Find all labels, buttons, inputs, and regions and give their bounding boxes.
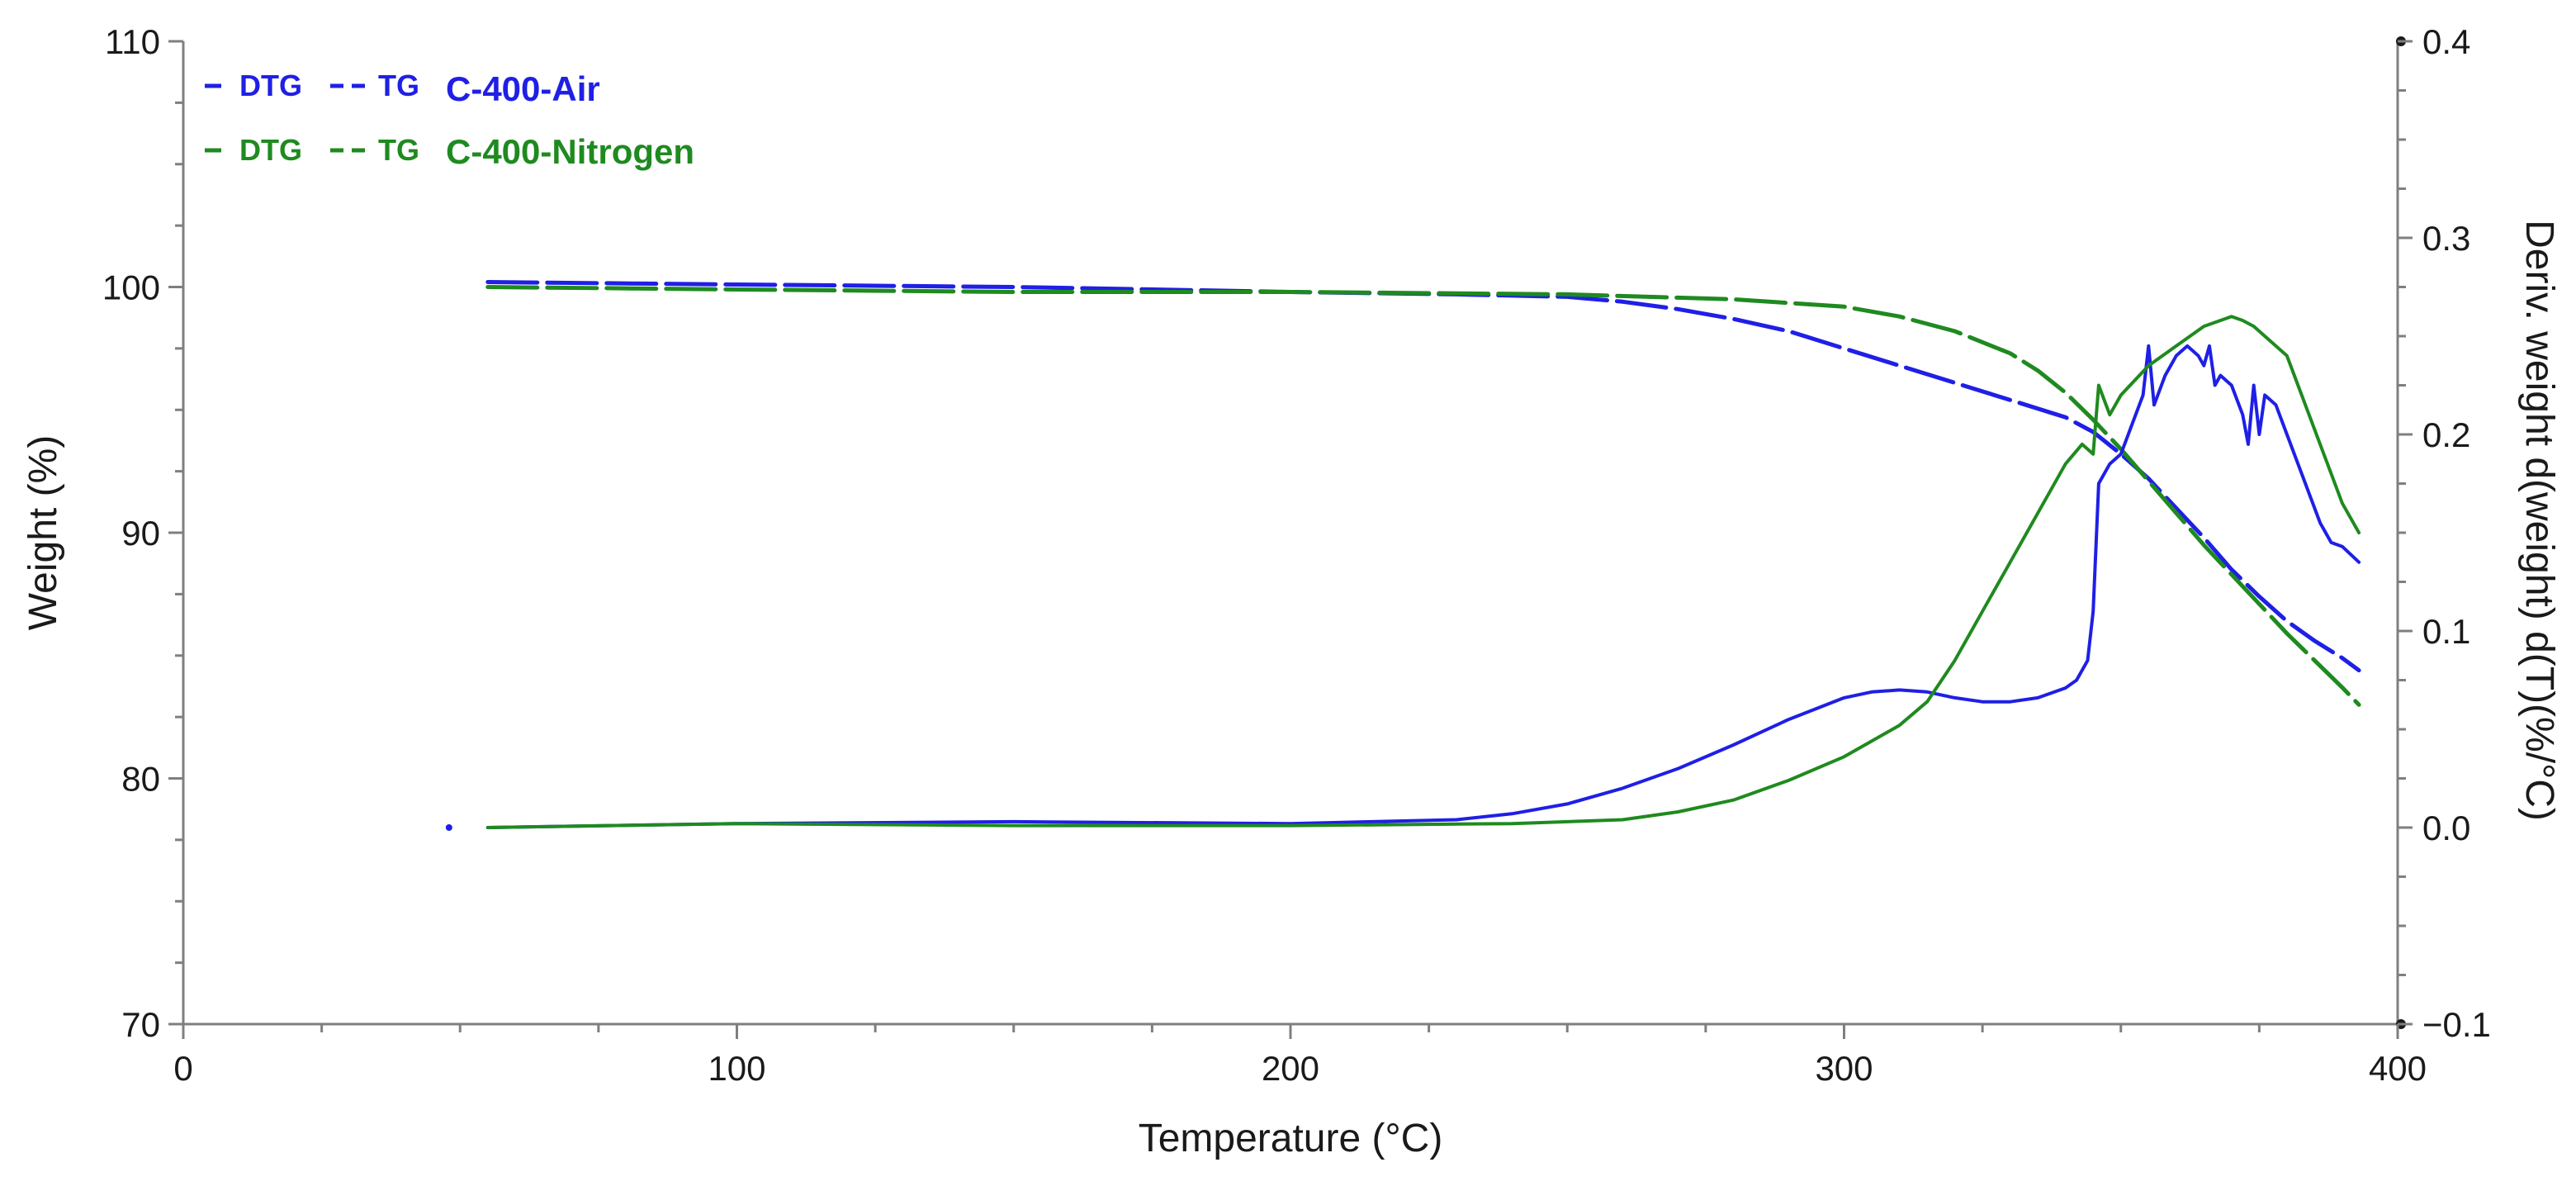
annotation-layer [445, 824, 452, 831]
y-right-tick-label: −0.1 [2422, 1005, 2491, 1044]
legend-nitrogen-tg-label: TG [378, 133, 419, 167]
annotation-point [445, 824, 452, 831]
series-c-400-air-tg [485, 280, 2361, 673]
y-left-tick-label: 90 [121, 514, 160, 553]
y-left-axis-ticks: 70 80 90 100 110 [102, 22, 183, 1044]
y-right-tick-label: 0.3 [2422, 219, 2470, 258]
y-right-tick-label: 0.2 [2422, 415, 2470, 454]
x-tick-label: 300 [1815, 1049, 1873, 1088]
legend-air-dtg-label: DTG [239, 69, 302, 102]
x-tick-label: 200 [1262, 1049, 1319, 1088]
y-right-tick-label: 0.1 [2422, 612, 2470, 651]
legend-air-tg-label: TG [378, 69, 419, 102]
series-c-400-air-dtg [485, 344, 2361, 829]
y-left-axis-title: Weight (%) [21, 435, 65, 631]
legend-air-group-label: C-400-Air [446, 69, 600, 108]
y-right-tick-label: 0.0 [2422, 809, 2470, 847]
y-left-tick-label: 100 [102, 268, 160, 307]
legend-nitrogen-group-label: C-400-Nitrogen [446, 132, 694, 171]
x-tick-label: 0 [173, 1049, 192, 1088]
legend: DTG TG C-400-Air DTG TG C-400-Nitrogen [205, 69, 694, 171]
legend-row-nitrogen: DTG TG C-400-Nitrogen [205, 132, 694, 171]
series-c-400-nitrogen-dtg [485, 315, 2361, 829]
y-right-tick-label: 0.4 [2422, 22, 2470, 61]
series-layer [485, 280, 2361, 829]
legend-nitrogen-dtg-label: DTG [239, 133, 302, 167]
x-axis-ticks: 0 100 200 300 400 [173, 1024, 2427, 1088]
y-left-tick-label: 110 [105, 22, 160, 61]
y-right-axis-title: Deriv. weight d(weight) d(T)(%/°C) [2517, 220, 2561, 821]
series-c-400-nitrogen-tg [485, 285, 2361, 707]
y-right-axis-ticks: −0.1 0.0 0.1 0.2 0.3 0.4 [2398, 22, 2491, 1044]
legend-row-air: DTG TG C-400-Air [205, 69, 600, 108]
x-tick-label: 100 [708, 1049, 765, 1088]
x-axis-title: Temperature (°C) [1139, 1117, 1443, 1160]
y-left-tick-label: 80 [121, 760, 160, 799]
y-left-tick-label: 70 [121, 1005, 160, 1044]
x-tick-label: 400 [2369, 1049, 2427, 1088]
